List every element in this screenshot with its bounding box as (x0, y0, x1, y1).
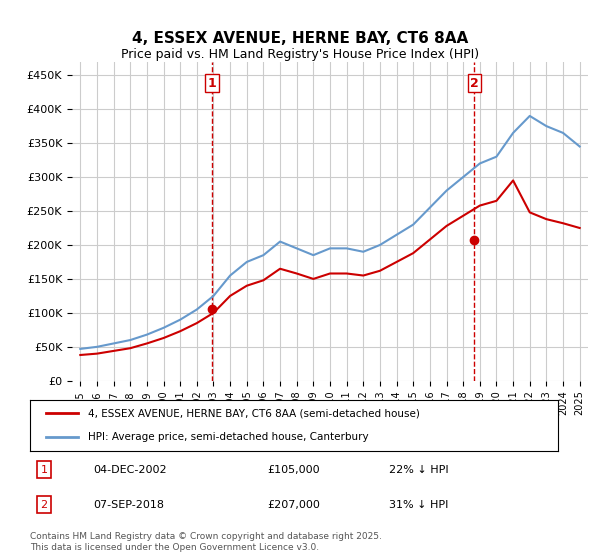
Text: Price paid vs. HM Land Registry's House Price Index (HPI): Price paid vs. HM Land Registry's House … (121, 48, 479, 60)
Text: 31% ↓ HPI: 31% ↓ HPI (389, 500, 448, 510)
Text: 07-SEP-2018: 07-SEP-2018 (94, 500, 164, 510)
Text: 2: 2 (41, 500, 47, 510)
Text: 04-DEC-2002: 04-DEC-2002 (94, 465, 167, 475)
Text: 22% ↓ HPI: 22% ↓ HPI (389, 465, 449, 475)
Text: 4, ESSEX AVENUE, HERNE BAY, CT6 8AA: 4, ESSEX AVENUE, HERNE BAY, CT6 8AA (132, 31, 468, 46)
Text: £105,000: £105,000 (268, 465, 320, 475)
Text: 4, ESSEX AVENUE, HERNE BAY, CT6 8AA (semi-detached house): 4, ESSEX AVENUE, HERNE BAY, CT6 8AA (sem… (88, 408, 420, 418)
Text: HPI: Average price, semi-detached house, Canterbury: HPI: Average price, semi-detached house,… (88, 432, 369, 442)
Text: 2: 2 (470, 77, 479, 90)
Text: Contains HM Land Registry data © Crown copyright and database right 2025.
This d: Contains HM Land Registry data © Crown c… (30, 532, 382, 552)
Text: 1: 1 (41, 465, 47, 475)
Text: 1: 1 (208, 77, 217, 90)
Text: £207,000: £207,000 (268, 500, 320, 510)
